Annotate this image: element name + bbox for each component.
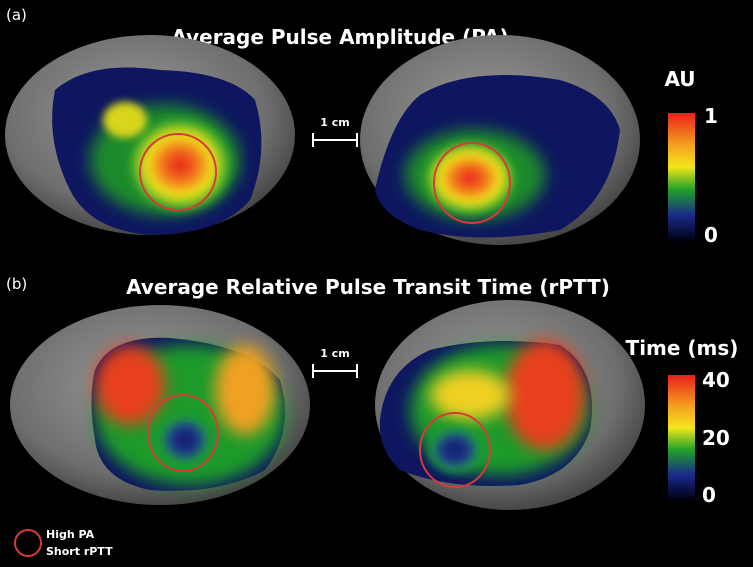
colorbar-tick: 1 [704,104,718,128]
brain-right-b [375,300,645,510]
map-blob [420,138,520,218]
scale-label: 1 cm [320,347,349,360]
legend-symbol [14,529,42,557]
colorbar-tick: 0 [702,483,716,507]
map-blob [155,412,215,468]
roi-circle [419,412,491,488]
map-blob [215,345,275,435]
brain-right-a [360,35,640,245]
panel-title: Average Relative Pulse Transit Time (rPT… [126,275,610,299]
colorbar-title: Time (ms) [626,336,739,360]
scale-label: 1 cm [320,116,349,129]
roi-circle [433,142,511,224]
roi-circle [147,394,219,472]
panel-label: (a) [6,6,27,24]
map-blob [505,340,585,450]
map-blob [95,345,165,425]
roi-circle [139,133,217,211]
legend-text: High PA [46,528,95,541]
map-blob [425,424,485,476]
colorbar [668,113,695,241]
legend-text: Short rPTT [46,545,113,558]
map-blob [103,102,147,138]
colorbar-tick: 20 [702,426,730,450]
colorbar-tick: 0 [704,223,718,247]
colorbar-tick: 40 [702,368,730,392]
panel-label: (b) [6,275,27,293]
colorbar [668,375,695,500]
brain-left-b [10,305,310,505]
scale-bar [312,364,358,378]
map-blob [430,370,510,420]
scale-bar [312,133,358,147]
brain-left-a [5,35,295,235]
map-blob [125,115,235,215]
colorbar-title: AU [664,67,695,91]
